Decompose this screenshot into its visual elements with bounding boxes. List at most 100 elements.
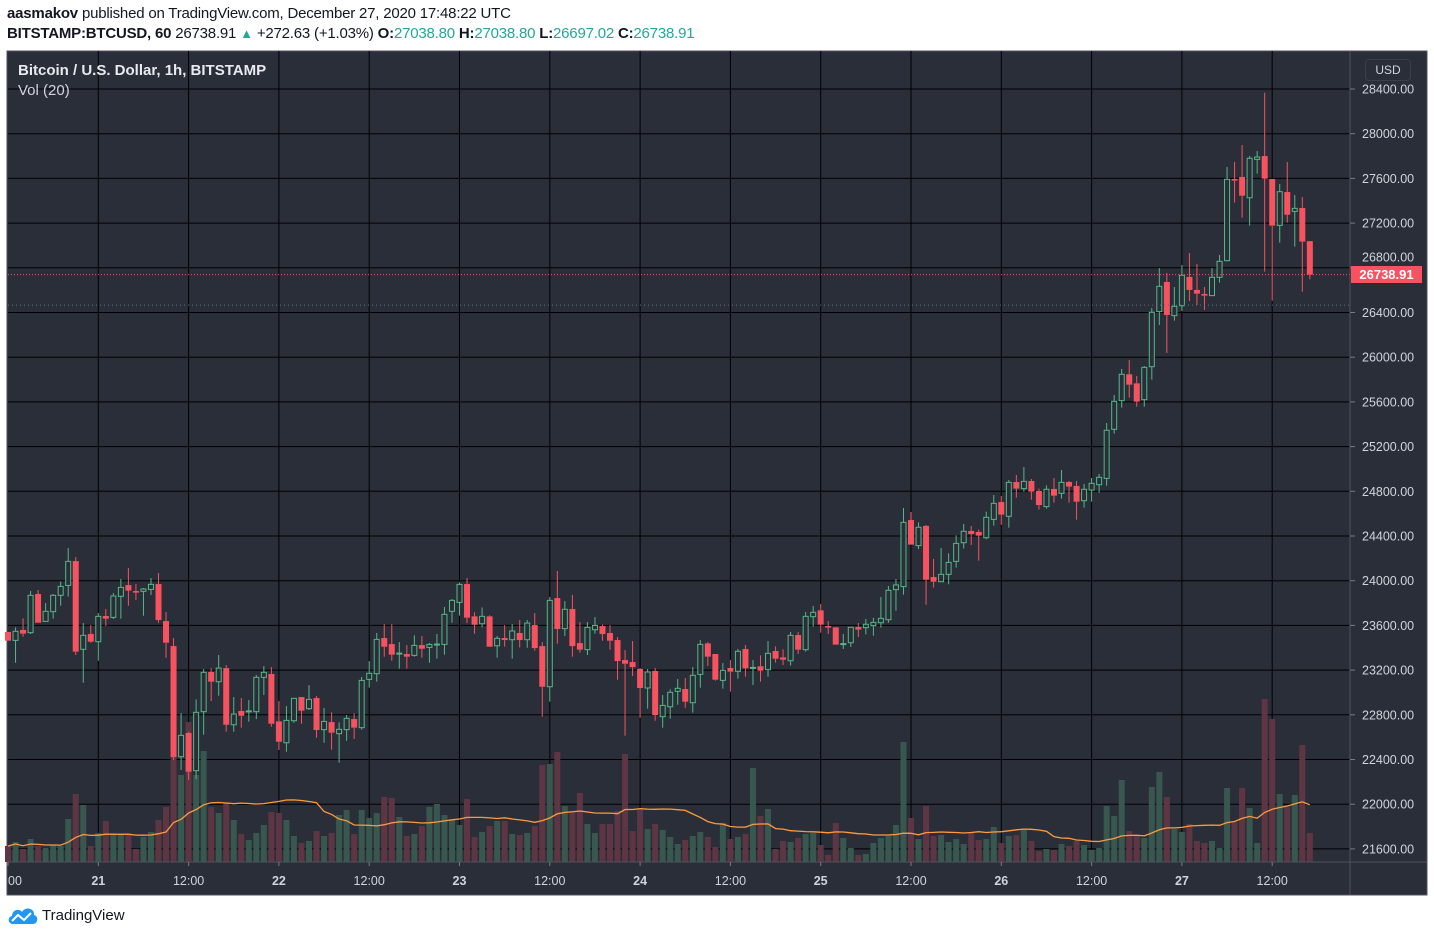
volume-bar: [622, 754, 629, 862]
candle: [960, 524, 967, 549]
volume-bar: [117, 835, 124, 862]
candle: [215, 655, 222, 696]
candle: [366, 661, 373, 688]
volume-bar: [1028, 841, 1035, 862]
volume-bar: [539, 765, 546, 862]
candle-body: [1141, 366, 1148, 401]
candle: [155, 572, 162, 623]
candle: [900, 507, 907, 595]
candle: [343, 715, 350, 741]
candle: [576, 622, 583, 653]
candle: [742, 644, 749, 677]
candle: [539, 642, 546, 717]
candle-body: [810, 611, 817, 618]
candle: [802, 611, 809, 652]
candle: [494, 636, 501, 658]
volume-bar: [975, 840, 982, 862]
candle: [185, 732, 192, 781]
price-tick-label: 25200.00: [1362, 440, 1414, 454]
candle: [591, 617, 598, 634]
volume-bar: [1156, 772, 1163, 862]
volume-bar: [494, 821, 501, 862]
candle-body: [516, 632, 523, 641]
volume-bar: [968, 833, 975, 862]
candle-body: [1276, 191, 1283, 226]
candle-body: [923, 525, 930, 580]
volume-bar: [306, 841, 312, 862]
candle-body: [1103, 429, 1110, 479]
candle: [659, 695, 666, 728]
volume-bar: [373, 813, 380, 862]
time-tick-label: 00: [8, 874, 22, 888]
volume-bar: [343, 810, 350, 862]
candle-body: [509, 630, 516, 641]
candle: [1186, 252, 1193, 301]
volume-bar: [20, 849, 27, 862]
currency-button[interactable]: USD: [1365, 59, 1411, 81]
candle-body: [584, 626, 591, 651]
candle: [12, 627, 19, 663]
time-tick-label: 25: [814, 874, 828, 888]
candle-body: [945, 561, 952, 575]
legend-volume[interactable]: Vol (20): [18, 82, 70, 99]
price-tick-label: 22000.00: [1362, 798, 1414, 812]
candle: [546, 597, 553, 702]
candle: [381, 624, 388, 657]
candle: [223, 665, 230, 732]
candle-body: [494, 637, 501, 647]
candle-body: [983, 516, 990, 539]
time-tick-label: 12:00: [173, 874, 204, 888]
volume-bar: [569, 813, 576, 862]
author-name[interactable]: aasmakov: [7, 5, 78, 22]
time-axis[interactable]: 00 21 12:00 22 12:00 23 12:00 24 12:00 25 12:00 26 1…: [7, 862, 1288, 888]
volume-bar: [245, 840, 252, 862]
candle: [1141, 366, 1148, 407]
candle-body: [1013, 482, 1020, 489]
volume-bar: [1231, 822, 1238, 862]
candle: [313, 696, 320, 738]
volume-bar: [1005, 836, 1012, 862]
candle-body: [486, 616, 493, 647]
volume-bar: [283, 820, 290, 862]
candle: [825, 621, 832, 635]
volume-bar: [832, 823, 839, 862]
candle-body: [1156, 285, 1163, 313]
candle: [87, 625, 94, 643]
volume-bar: [313, 831, 320, 862]
volume-bar: [1171, 829, 1178, 862]
volume-bar: [1050, 850, 1057, 862]
candle: [321, 707, 328, 743]
candle-body: [306, 698, 312, 710]
candle: [704, 642, 711, 666]
candle: [208, 668, 215, 702]
candle-body: [855, 626, 862, 630]
candle: [200, 668, 207, 735]
candle: [170, 638, 177, 761]
candle: [637, 667, 644, 718]
candle: [471, 612, 478, 634]
volume-bar: [915, 839, 922, 862]
candle: [953, 535, 960, 568]
price-axis[interactable]: 28400.00 28000.00 27600.00 27200.00 26800.00…: [1350, 83, 1414, 857]
volume-bar: [200, 751, 207, 862]
volume-bar: [358, 810, 365, 862]
candle-body: [847, 626, 854, 644]
volume-bar: [877, 838, 884, 862]
candle: [908, 511, 914, 545]
volume-bar: [659, 830, 666, 862]
candle-body: [1073, 485, 1080, 502]
volume-bar: [42, 848, 49, 862]
high-value: 27038.80: [474, 25, 536, 42]
candle: [990, 494, 997, 526]
tradingview-logo[interactable]: TradingView: [7, 905, 125, 925]
volume-bar: [185, 722, 192, 862]
candle: [719, 663, 726, 689]
volume-bar: [584, 824, 591, 862]
volume-bar: [388, 798, 395, 862]
candle: [72, 557, 79, 656]
candle-body: [1020, 480, 1027, 490]
volume-bar: [1216, 848, 1223, 862]
volume-bar: [163, 807, 170, 862]
volume-bar: [576, 793, 583, 862]
